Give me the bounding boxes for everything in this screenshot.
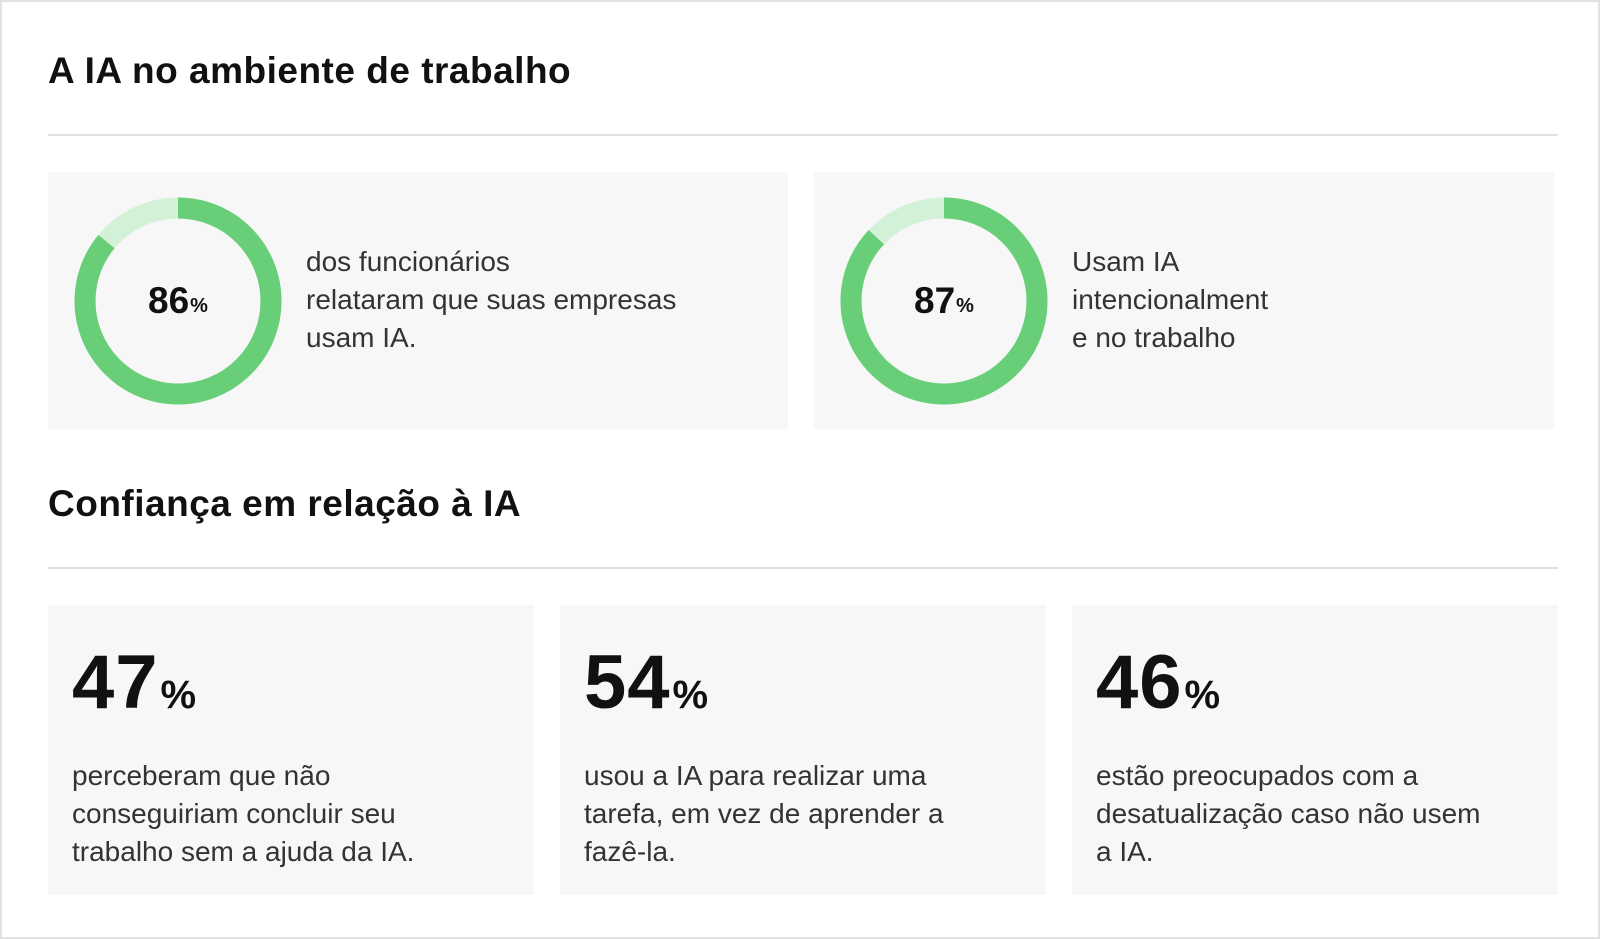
stat-description: usou a IA para realizar uma tarefa, em v… xyxy=(584,757,1024,871)
section-title-workplace: A IA no ambiente de trabalho xyxy=(48,50,572,91)
donut-description: dos funcionários relataram que suas empr… xyxy=(306,243,746,357)
donut-chart-intentional: 87% xyxy=(838,195,1050,407)
description-line: Usam IA xyxy=(1072,246,1180,277)
donut-svg-intentional xyxy=(840,197,1048,405)
description-line: a IA. xyxy=(1096,836,1154,867)
stat-value-percent: % xyxy=(1184,673,1221,717)
stat-card: 47% perceberam que não conseguiriam conc… xyxy=(48,605,534,895)
description-line: relataram que suas empresas xyxy=(306,284,677,315)
donut-value-percent: % xyxy=(956,294,974,317)
description-line: perceberam que não xyxy=(72,760,331,791)
description-line: usou a IA para realizar uma xyxy=(584,760,927,791)
description-line: dos funcionários xyxy=(306,246,510,277)
donut-svg-employees xyxy=(74,197,282,405)
description-line: usam IA. xyxy=(306,322,417,353)
donut-value-number: 87 xyxy=(914,280,956,321)
description-line: tarefa, em vez de aprender a xyxy=(584,798,944,829)
stat-value: 47% xyxy=(72,639,196,726)
stat-value-percent: % xyxy=(160,673,197,717)
donut-value: 87% xyxy=(838,195,1050,407)
stat-value: 46% xyxy=(1096,639,1220,726)
section-divider-trust xyxy=(48,567,1558,569)
stat-value-percent: % xyxy=(672,673,709,717)
donut-value-number: 86 xyxy=(148,280,190,321)
donut-card-employees: 86% dos funcionários relataram que suas … xyxy=(48,172,788,429)
stat-value-number: 54 xyxy=(584,640,671,725)
stat-value-number: 47 xyxy=(72,640,159,725)
donut-chart-employees: 86% xyxy=(72,195,284,407)
donut-card-intentional: 87% Usam IA intencionalment e no trabalh… xyxy=(814,172,1554,429)
description-line: fazê-la. xyxy=(584,836,676,867)
stat-description: estão preocupados com a desatualização c… xyxy=(1096,757,1536,871)
stat-description: perceberam que não conseguiriam concluir… xyxy=(72,757,512,871)
stat-value-number: 46 xyxy=(1096,640,1183,725)
stat-card: 54% usou a IA para realizar uma tarefa, … xyxy=(560,605,1046,895)
description-line: intencionalment xyxy=(1072,284,1269,315)
donut-fill xyxy=(840,197,1048,405)
section-divider-workplace xyxy=(48,134,1558,136)
donut-fill xyxy=(74,197,282,405)
stat-value: 54% xyxy=(584,639,708,726)
description-line: estão preocupados com a xyxy=(1096,760,1419,791)
description-line: desatualização caso não usem xyxy=(1096,798,1481,829)
stat-card: 46% estão preocupados com a desatualizaç… xyxy=(1072,605,1558,895)
donut-description: Usam IA intencionalment e no trabalho xyxy=(1072,243,1512,357)
description-line: conseguiriam concluir seu xyxy=(72,798,396,829)
description-line: e no trabalho xyxy=(1072,322,1236,353)
donut-value: 86% xyxy=(72,195,284,407)
section-title-trust: Confiança em relação à IA xyxy=(48,483,522,524)
donut-value-percent: % xyxy=(190,294,208,317)
description-line: trabalho sem a ajuda da IA. xyxy=(72,836,415,867)
